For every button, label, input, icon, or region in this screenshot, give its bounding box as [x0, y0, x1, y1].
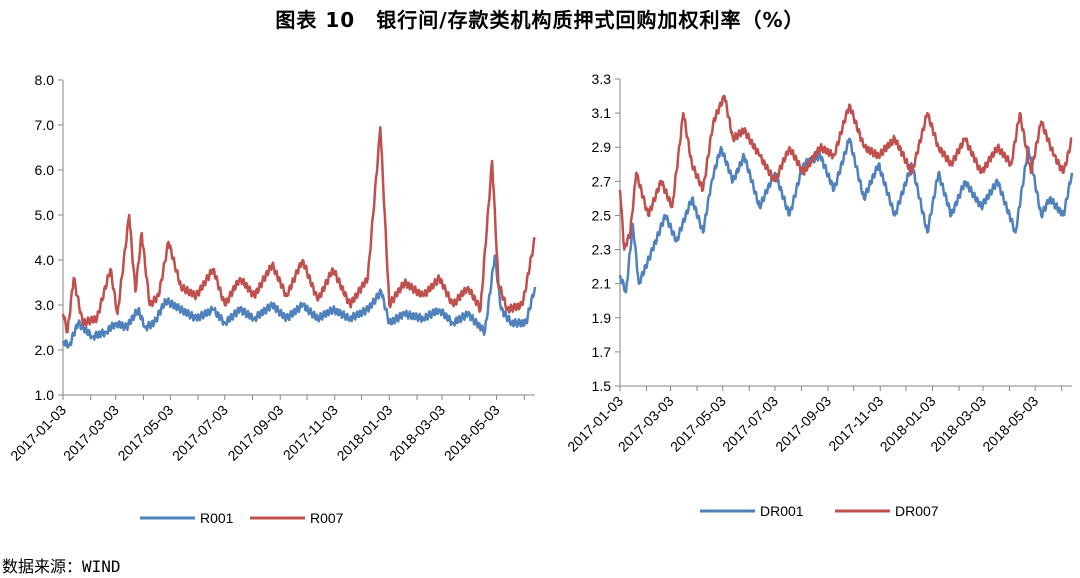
y-tick-label: 2.0: [35, 342, 55, 358]
y-tick-label: 2.7: [592, 173, 612, 189]
x-tick-label: 2017-11-03: [280, 402, 341, 463]
y-tick-label: 3.0: [35, 297, 55, 313]
y-tick-label: 1.0: [35, 387, 55, 403]
x-tick-label: 2017-07-03: [169, 402, 231, 464]
x-tick-label: 2017-09-03: [772, 393, 834, 455]
y-tick-label: 1.9: [592, 310, 612, 326]
chart-right: 1.51.71.92.12.32.52.72.93.13.32017-01-03…: [564, 71, 1074, 519]
y-tick-label: 2.9: [592, 139, 612, 155]
legend-label-r007: R007: [310, 510, 344, 526]
y-tick-label: 7.0: [35, 117, 55, 133]
x-tick-label: 2017-05-03: [114, 402, 176, 464]
x-tick-label: 2017-05-03: [667, 393, 729, 455]
y-tick-label: 1.5: [592, 378, 612, 394]
legend-label-dr007: DR007: [895, 503, 939, 519]
series-line-dr001: [618, 137, 1074, 294]
series-line-r007: [61, 126, 536, 334]
y-tick-label: 4.0: [35, 252, 55, 268]
x-tick-label: 2018-03-03: [386, 402, 448, 464]
y-tick-label: 5.0: [35, 207, 55, 223]
legend-label-r001: R001: [200, 510, 234, 526]
y-tick-label: 3.3: [592, 71, 612, 87]
data-source: 数据来源：WIND: [2, 557, 121, 576]
series-line-dr007: [618, 94, 1073, 251]
chart-left: 1.02.03.04.05.06.07.08.02017-01-032017-0…: [7, 72, 537, 526]
y-tick-label: 1.7: [592, 344, 612, 360]
x-tick-label: 2017-03-03: [60, 402, 122, 464]
figure-title: 图表 10 银行间/存款类机构质押式回购加权利率（%）: [275, 8, 805, 32]
y-tick-label: 2.5: [592, 207, 612, 223]
y-tick-label: 2.3: [592, 242, 612, 258]
y-tick-label: 3.1: [592, 105, 612, 121]
x-tick-label: 2017-01-03: [7, 402, 69, 464]
x-tick-label: 2017-07-03: [719, 393, 781, 455]
x-tick-label: 2018-05-03: [979, 393, 1041, 455]
y-tick-label: 8.0: [35, 72, 55, 88]
y-tick-label: 2.1: [592, 276, 612, 292]
legend-label-dr001: DR001: [760, 503, 804, 519]
series-line-r001: [61, 254, 537, 349]
x-tick-label: 2017-09-03: [224, 402, 286, 464]
x-tick-label: 2018-01-03: [333, 402, 395, 464]
y-tick-label: 6.0: [35, 162, 55, 178]
x-tick-label: 2018-05-03: [441, 402, 503, 464]
x-tick-label: 2017-03-03: [615, 393, 677, 455]
